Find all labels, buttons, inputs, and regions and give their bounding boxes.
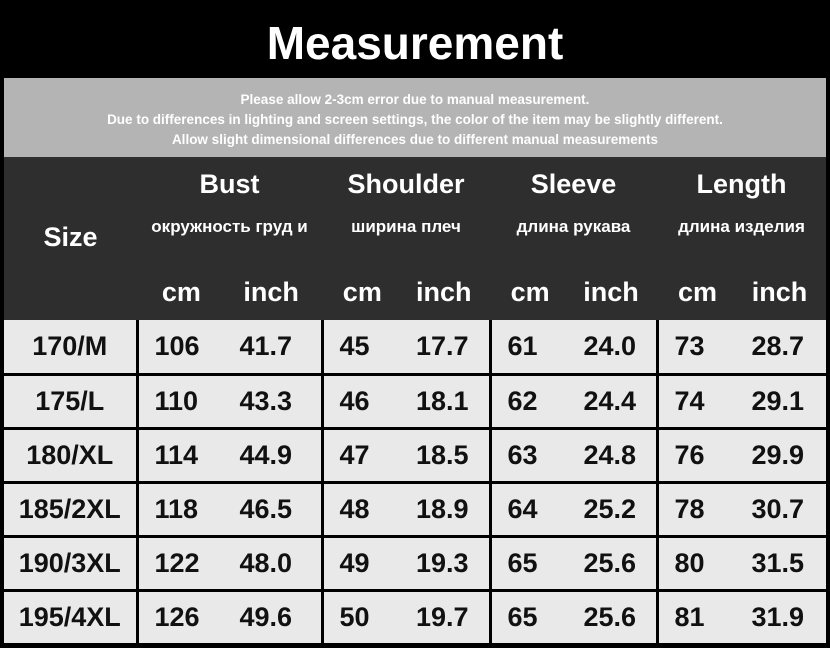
value-cell: 81 — [657, 590, 742, 646]
value-cell: 118 — [137, 482, 230, 538]
value-cell: 18.1 — [406, 374, 492, 430]
value-cell: 28.7 — [741, 320, 826, 376]
column-title: Bust — [199, 169, 260, 199]
value-cell: 114 — [137, 428, 230, 484]
value-cell: 24.8 — [573, 428, 659, 484]
value-cell: 25.2 — [573, 482, 659, 538]
unit-inch: inch — [583, 277, 639, 307]
note-line: Allow slight dimensional differences due… — [171, 132, 659, 147]
chart-title: Measurement — [4, 4, 826, 78]
value-cell: 30.7 — [741, 482, 826, 538]
table-row: 190/3XL 122 48.0 49 19.3 65 25.6 80 31.5 — [4, 536, 826, 592]
column-title: Sleeve — [530, 169, 617, 199]
header-size: Size — [43, 222, 98, 252]
value-cell: 17.7 — [406, 320, 492, 376]
value-cell: 46 — [322, 374, 406, 430]
value-cell: 80 — [657, 536, 742, 592]
size-cell: 185/2XL — [4, 482, 139, 538]
value-cell: 48 — [322, 482, 406, 538]
value-cell: 110 — [137, 374, 230, 430]
value-cell: 106 — [137, 320, 230, 376]
table-row: 180/XL 114 44.9 47 18.5 63 24.8 76 29.9 — [4, 428, 826, 484]
value-cell: 78 — [657, 482, 742, 538]
table-row: 170/M 106 41.7 45 17.7 61 24.0 73 28.7 — [4, 320, 826, 376]
size-cell: 195/4XL — [4, 590, 139, 646]
size-cell: 175/L — [4, 374, 139, 430]
size-cell: 190/3XL — [4, 536, 139, 592]
value-cell: 41.7 — [229, 320, 324, 376]
value-cell: 74 — [657, 374, 742, 430]
value-cell: 31.9 — [741, 590, 826, 646]
value-cell: 18.5 — [406, 428, 492, 484]
unit-cm: cm — [510, 277, 550, 307]
value-cell: 25.6 — [573, 590, 659, 646]
value-cell: 48.0 — [229, 536, 324, 592]
value-cell: 18.9 — [406, 482, 492, 538]
column-subtitle-ru: ширина плеч — [351, 217, 461, 236]
disclaimer: Please allow 2-3cm error due to manual m… — [4, 78, 826, 157]
value-cell: 24.4 — [573, 374, 659, 430]
column-subtitle-ru: длина рукава — [516, 217, 631, 236]
value-cell: 31.5 — [741, 536, 826, 592]
value-cell: 65 — [490, 536, 574, 592]
value-cell: 49 — [322, 536, 406, 592]
value-cell: 62 — [490, 374, 574, 430]
value-cell: 47 — [322, 428, 406, 484]
unit-inch: inch — [416, 277, 472, 307]
value-cell: 44.9 — [229, 428, 324, 484]
column-title: Length — [696, 169, 787, 199]
size-cell: 180/XL — [4, 428, 139, 484]
value-cell: 64 — [490, 482, 574, 538]
value-cell: 73 — [657, 320, 742, 376]
value-cell: 63 — [490, 428, 574, 484]
size-chart: Measurement Please allow 2-3cm error due… — [4, 4, 826, 646]
value-cell: 29.9 — [741, 428, 826, 484]
value-cell: 29.1 — [741, 374, 826, 430]
unit-cm: cm — [678, 277, 718, 307]
value-cell: 61 — [490, 320, 574, 376]
table-row: 185/2XL 118 46.5 48 18.9 64 25.2 78 30.7 — [4, 482, 826, 538]
unit-cm: cm — [342, 277, 382, 307]
note-line: Due to differences in lighting and scree… — [107, 112, 723, 127]
size-cell: 170/M — [4, 320, 139, 376]
value-cell: 25.6 — [573, 536, 659, 592]
table-row: 195/4XL 126 49.6 50 19.7 65 25.6 81 31.9 — [4, 590, 826, 646]
note-line: Please allow 2-3cm error due to manual m… — [240, 92, 590, 107]
value-cell: 46.5 — [229, 482, 324, 538]
value-cell: 122 — [137, 536, 230, 592]
value-cell: 19.3 — [406, 536, 492, 592]
size-table: 170/M 106 41.7 45 17.7 61 24.0 73 28.7 175/L 110 43… — [4, 320, 826, 646]
value-cell: 43.3 — [229, 374, 324, 430]
value-cell: 49.6 — [229, 590, 324, 646]
column-subtitle-ru: окружность груд и — [151, 217, 308, 236]
table-row: 175/L 110 43.3 46 18.1 62 24.4 74 29.1 — [4, 374, 826, 430]
value-cell: 76 — [657, 428, 742, 484]
column-subtitle-ru: длина изделия — [678, 217, 805, 236]
value-cell: 45 — [322, 320, 406, 376]
unit-inch: inch — [751, 277, 808, 307]
value-cell: 19.7 — [406, 590, 492, 646]
value-cell: 126 — [137, 590, 230, 646]
unit-cm: cm — [161, 277, 201, 307]
table-header: Size Bust окружность груд и cm inch Shoulder… — [4, 157, 826, 320]
value-cell: 65 — [490, 590, 574, 646]
value-cell: 50 — [322, 590, 406, 646]
value-cell: 24.0 — [573, 320, 659, 376]
column-title: Shoulder — [347, 169, 465, 199]
unit-inch: inch — [243, 277, 299, 307]
